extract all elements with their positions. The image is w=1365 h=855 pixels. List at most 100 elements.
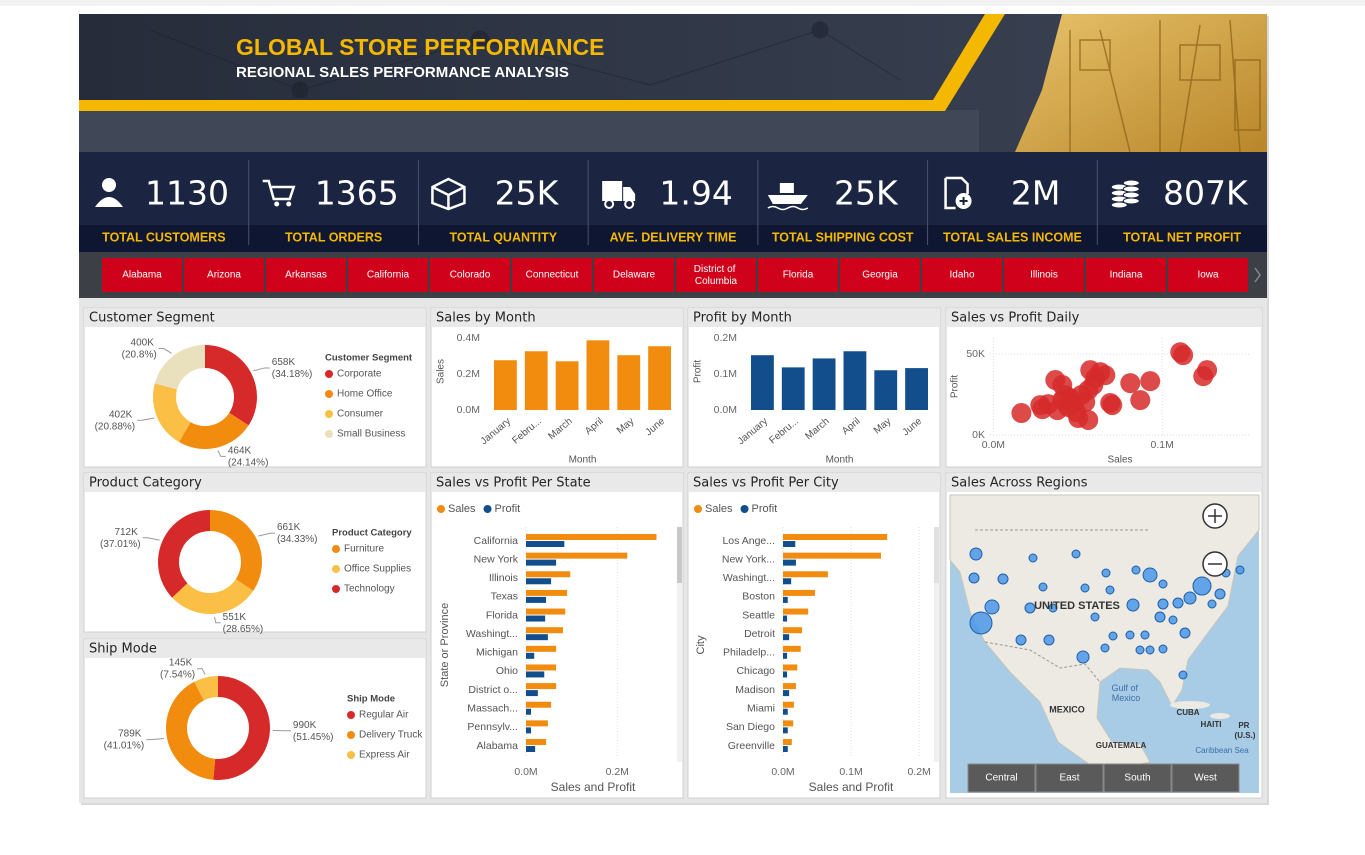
legend-title: Product Category bbox=[332, 528, 412, 539]
y-axis-title: Profit bbox=[693, 360, 704, 384]
x-axis-title: Sales bbox=[1107, 455, 1132, 466]
zoom-in[interactable] bbox=[1202, 503, 1228, 529]
scatter-point bbox=[1197, 360, 1218, 381]
text-line: 661K bbox=[277, 522, 303, 533]
legend-label: Furniture bbox=[344, 544, 384, 555]
zoom-out[interactable] bbox=[1202, 551, 1228, 577]
state-button[interactable] bbox=[1004, 258, 1084, 292]
state-button[interactable] bbox=[430, 258, 510, 292]
y-tick-label: 0K bbox=[972, 429, 985, 441]
bar bbox=[494, 360, 517, 410]
region-button[interactable] bbox=[1035, 763, 1104, 793]
state-button[interactable] bbox=[758, 258, 838, 292]
scatter-point bbox=[1173, 345, 1194, 366]
bar bbox=[526, 634, 548, 641]
state-button[interactable] bbox=[594, 258, 674, 292]
store-lines bbox=[1069, 19, 1261, 153]
legend-label: Office Supplies bbox=[344, 564, 411, 575]
y-tick-label: Alabama bbox=[477, 740, 519, 752]
bar bbox=[526, 552, 628, 559]
legend-swatch bbox=[325, 430, 333, 438]
bar bbox=[555, 361, 579, 410]
state-button[interactable] bbox=[840, 258, 920, 292]
text-line: 551K bbox=[223, 611, 249, 622]
legend-label: Consumer bbox=[337, 409, 384, 420]
bar bbox=[526, 534, 657, 540]
kpi-icon bbox=[1122, 197, 1140, 205]
panel-title-bar bbox=[947, 474, 1261, 492]
bar bbox=[526, 589, 568, 596]
leader-line bbox=[142, 537, 160, 541]
state-button[interactable] bbox=[512, 258, 592, 292]
state-button[interactable] bbox=[266, 258, 346, 292]
text-line: District of bbox=[694, 264, 738, 275]
map-label: CUBA bbox=[1176, 708, 1199, 717]
panel-title-bar bbox=[432, 474, 682, 492]
state-button[interactable] bbox=[1168, 258, 1248, 292]
state-button[interactable] bbox=[184, 258, 264, 292]
panel-title: Sales vs Profit Per State bbox=[436, 476, 591, 491]
kpi-icon bbox=[944, 176, 969, 210]
kpi-value: 25K bbox=[834, 174, 899, 213]
donut-slice bbox=[179, 412, 249, 449]
panel-title-bar bbox=[689, 309, 939, 327]
bar bbox=[843, 351, 867, 410]
state-button[interactable] bbox=[922, 258, 1002, 292]
legend-swatch bbox=[332, 565, 340, 573]
slicer-next[interactable] bbox=[1254, 267, 1261, 283]
map-land bbox=[949, 494, 1260, 773]
bar bbox=[526, 739, 547, 745]
scatter-point bbox=[1078, 409, 1099, 430]
legend-swatch bbox=[740, 505, 749, 513]
bar bbox=[783, 571, 828, 578]
y-tick-label: Michigan bbox=[476, 647, 518, 659]
bar bbox=[783, 615, 788, 622]
panel-title-bar bbox=[85, 309, 425, 327]
kpi-icon bbox=[102, 178, 116, 192]
region-button[interactable] bbox=[967, 763, 1036, 793]
legend-swatch bbox=[332, 545, 340, 553]
header-title: GLOBAL STORE PERFORMANCE bbox=[236, 34, 604, 60]
legend-swatch bbox=[325, 370, 333, 378]
bar bbox=[751, 355, 774, 410]
x-tick-label: 0.1M bbox=[1151, 439, 1174, 451]
state-button[interactable] bbox=[676, 258, 756, 292]
y-axis-title: City bbox=[695, 635, 707, 654]
state-button[interactable] bbox=[102, 258, 182, 292]
region-button[interactable] bbox=[1103, 763, 1172, 793]
bar bbox=[526, 578, 552, 585]
map-island bbox=[1170, 701, 1210, 709]
region-button[interactable] bbox=[1171, 763, 1240, 793]
text-line: Gulf of bbox=[1111, 683, 1140, 693]
state-button[interactable] bbox=[348, 258, 428, 292]
scrollbar-thumb[interactable] bbox=[934, 527, 939, 583]
state-button-label: Delaware bbox=[613, 270, 656, 281]
bar bbox=[526, 645, 557, 652]
y-tick-label: Massach... bbox=[467, 703, 518, 715]
text-line: 990K bbox=[293, 719, 319, 730]
y-tick-label: Madison bbox=[735, 684, 775, 696]
scatter-point bbox=[1130, 390, 1151, 411]
x-tick-label: 0.1M bbox=[839, 766, 862, 778]
x-axis-title: Sales and Profit bbox=[551, 780, 636, 794]
bar bbox=[783, 541, 796, 547]
panel-title-bar bbox=[689, 474, 939, 492]
text-line: 658K bbox=[272, 357, 298, 368]
text-line: 712K bbox=[114, 526, 140, 537]
y-tick-label: District o... bbox=[468, 684, 518, 696]
browser-bar bbox=[0, 0, 1365, 6]
scrollbar-thumb[interactable] bbox=[677, 527, 682, 583]
data-label: 145K (7.54%) bbox=[160, 657, 195, 680]
x-tick-label: 0.0M bbox=[771, 766, 794, 778]
state-button[interactable] bbox=[1086, 258, 1166, 292]
kpi-icon bbox=[767, 195, 808, 204]
scrollbar-track bbox=[677, 527, 682, 762]
bar bbox=[526, 746, 536, 752]
kpi-label: TOTAL SHIPPING COST bbox=[772, 230, 914, 244]
kpi-label: TOTAL QUANTITY bbox=[449, 230, 557, 244]
bar bbox=[874, 370, 898, 410]
text-line: 145K bbox=[169, 657, 195, 668]
text-line: (37.01%) bbox=[100, 538, 141, 549]
header-band bbox=[79, 110, 979, 152]
y-axis-title: Profit bbox=[950, 375, 961, 399]
